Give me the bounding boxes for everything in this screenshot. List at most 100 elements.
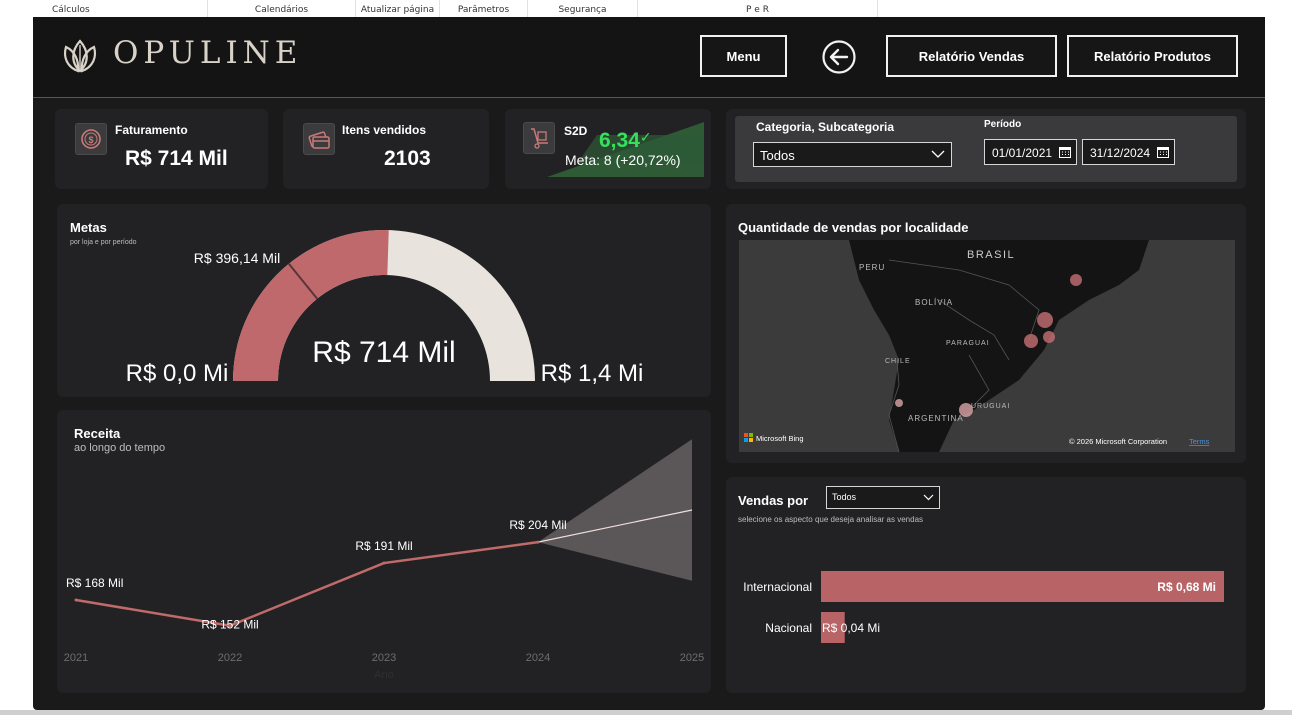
logo-leaf-icon [63, 39, 97, 73]
map-label-brasil: BRASIL [967, 249, 1015, 261]
category-dropdown-value: Todos [760, 148, 795, 163]
map-bubble[interactable] [1070, 274, 1082, 286]
hand-truck-icon [523, 122, 555, 154]
kpi-card-s2d: S2D 6,34✓ Meta: 8 (+20,72%) [505, 109, 711, 189]
itens-vendidos-value: 2103 [384, 147, 431, 170]
date-start-field[interactable]: 01/01/2021 [984, 139, 1077, 165]
x-tick-label: 2023 [372, 652, 396, 664]
vendas-por-card: Vendas por Todos selecione os aspecto qu… [726, 477, 1246, 693]
bar-category-label: Nacional [765, 621, 812, 635]
metas-card: Metas por loja e por período R$ 714 Mil … [57, 204, 711, 397]
relatorio-vendas-button[interactable]: Relatório Vendas [886, 35, 1057, 77]
data-point[interactable] [382, 561, 386, 565]
tab-p-e-r[interactable]: P e R [638, 0, 878, 17]
metas-title: Metas [70, 220, 107, 235]
forecast-cone [538, 439, 692, 581]
gauge-min-label: R$ 0,0 Mi [126, 360, 229, 387]
map-bubble[interactable] [1043, 331, 1055, 343]
report-page-tabs: Cálculos Calendários Atualizar página Pa… [0, 0, 1292, 17]
x-tick-label: 2022 [218, 652, 242, 664]
faturamento-value: R$ 714 Mil [125, 147, 228, 170]
coin-icon: $ [75, 123, 107, 155]
forecast-line [537, 509, 693, 543]
svg-text:$: $ [88, 135, 93, 145]
x-tick-label: 2024 [526, 652, 550, 664]
bing-logo [744, 433, 753, 442]
gauge-target-label: R$ 396,14 Mil [194, 250, 280, 266]
s2d-meta: Meta: 8 (+20,72%) [565, 152, 681, 168]
back-arrow-icon[interactable] [821, 39, 857, 75]
south-america-landmass [849, 240, 1149, 452]
check-icon: ✓ [639, 129, 652, 145]
map-bubble[interactable] [1024, 334, 1038, 348]
map-card: Quantidade de vendas por localidade PERU… [726, 204, 1246, 463]
bar[interactable] [821, 571, 1224, 602]
header-bar: OPULINE Menu Relatório Vendas Relatório … [33, 17, 1265, 98]
metas-subtitle: por loja e por período [70, 239, 137, 246]
receita-line-chart: Ano R$ 168 Mil R$ 152 Mil R$ 191 Mil R$ 204… [64, 439, 704, 681]
vendas-por-title: Vendas por [738, 493, 809, 508]
data-point[interactable] [228, 624, 232, 628]
bottom-scrollbar[interactable] [0, 710, 1292, 715]
sales-map[interactable]: PERU BRASIL BOLÍVIA PARAGUAI CHILE ARGEN… [739, 240, 1235, 452]
data-label: R$ 204 Mil [509, 518, 566, 532]
vendas-por-dropdown-value: Todos [832, 492, 857, 502]
report-canvas: OPULINE Menu Relatório Vendas Relatório … [33, 17, 1265, 710]
receita-series-line [75, 540, 539, 628]
date-end-field[interactable]: 31/12/2024 [1082, 139, 1175, 165]
date-start-value: 01/01/2021 [992, 146, 1053, 160]
bing-text: Microsoft Bing [756, 434, 804, 443]
itens-vendidos-label: Itens vendidos [342, 123, 427, 137]
bar-value-label: R$ 0,04 Mi [822, 621, 880, 635]
map-copyright: © 2026 Microsoft Corporation [1069, 437, 1167, 446]
chevron-down-icon [931, 150, 945, 158]
map-label-uruguai: URUGUAI [971, 403, 1010, 410]
gauge-value-arc [233, 230, 389, 381]
data-label: R$ 168 Mil [66, 576, 123, 590]
x-axis-title: Ano [374, 669, 394, 681]
tab-atualizar-pagina[interactable]: Atualizar página [356, 0, 440, 17]
gauge-target-marker [288, 263, 318, 300]
bar[interactable] [821, 612, 845, 643]
tab-calendarios[interactable]: Calendários [208, 0, 356, 17]
filters-panel: Categoria, Subcategoria Todos Período 01… [726, 109, 1246, 189]
receita-title: Receita [74, 426, 121, 441]
logo-text: OPULINE [113, 35, 303, 71]
vendas-por-subtitle: selecione os aspecto que deseja analisar… [738, 515, 924, 524]
map-label-chile: CHILE [885, 358, 911, 365]
gauge-max-label: R$ 1,4 Mi [541, 360, 644, 387]
map-terms-link[interactable]: Terms [1189, 437, 1210, 446]
calendar-icon [1157, 147, 1169, 158]
data-point[interactable] [536, 540, 540, 544]
faturamento-label: Faturamento [115, 123, 188, 137]
s2d-label: S2D [564, 124, 588, 138]
bar-value-label: R$ 0,68 Mi [1157, 580, 1216, 594]
vendas-por-dropdown[interactable]: Todos [826, 486, 940, 509]
gauge-center-value: R$ 714 Mil [312, 336, 455, 369]
tab-seguranca[interactable]: Segurança [528, 0, 638, 17]
tab-calculos[interactable]: Cálculos [0, 0, 208, 17]
category-dropdown[interactable]: Todos [753, 142, 952, 167]
menu-button[interactable]: Menu [700, 35, 787, 77]
s2d-value: 6,34✓ [599, 129, 652, 152]
x-tick-label: 2021 [64, 652, 88, 664]
map-bubble[interactable] [895, 399, 903, 407]
date-end-value: 31/12/2024 [1090, 146, 1151, 160]
data-label: R$ 191 Mil [355, 539, 412, 553]
period-label: Período [984, 119, 1022, 130]
receita-card: Receita ao longo do tempo Ano R$ 168 Mil… [57, 410, 711, 693]
tab-parametros[interactable]: Parâmetros [440, 0, 528, 17]
x-tick-label: 2025 [680, 652, 704, 664]
data-point[interactable] [74, 598, 78, 602]
vendas-bar-chart: Internacional R$ 0,68 Mi Nacional R$ 0,04 M… [743, 571, 1224, 643]
data-label: R$ 152 Mil [201, 618, 258, 632]
calendar-icon [1059, 147, 1071, 158]
map-label-paraguai: PARAGUAI [946, 340, 990, 347]
map-label-bolivia: BOLÍVIA [915, 298, 953, 307]
map-title: Quantidade de vendas por localidade [738, 220, 969, 235]
category-label: Categoria, Subcategoria [756, 120, 895, 134]
metas-gauge: R$ 714 Mil R$ 0,0 Mi R$ 1,4 Mi R$ 396,14… [126, 230, 644, 387]
map-bubble[interactable] [1037, 312, 1053, 328]
relatorio-produtos-button[interactable]: Relatório Produtos [1067, 35, 1238, 77]
map-bubble[interactable] [959, 403, 973, 417]
